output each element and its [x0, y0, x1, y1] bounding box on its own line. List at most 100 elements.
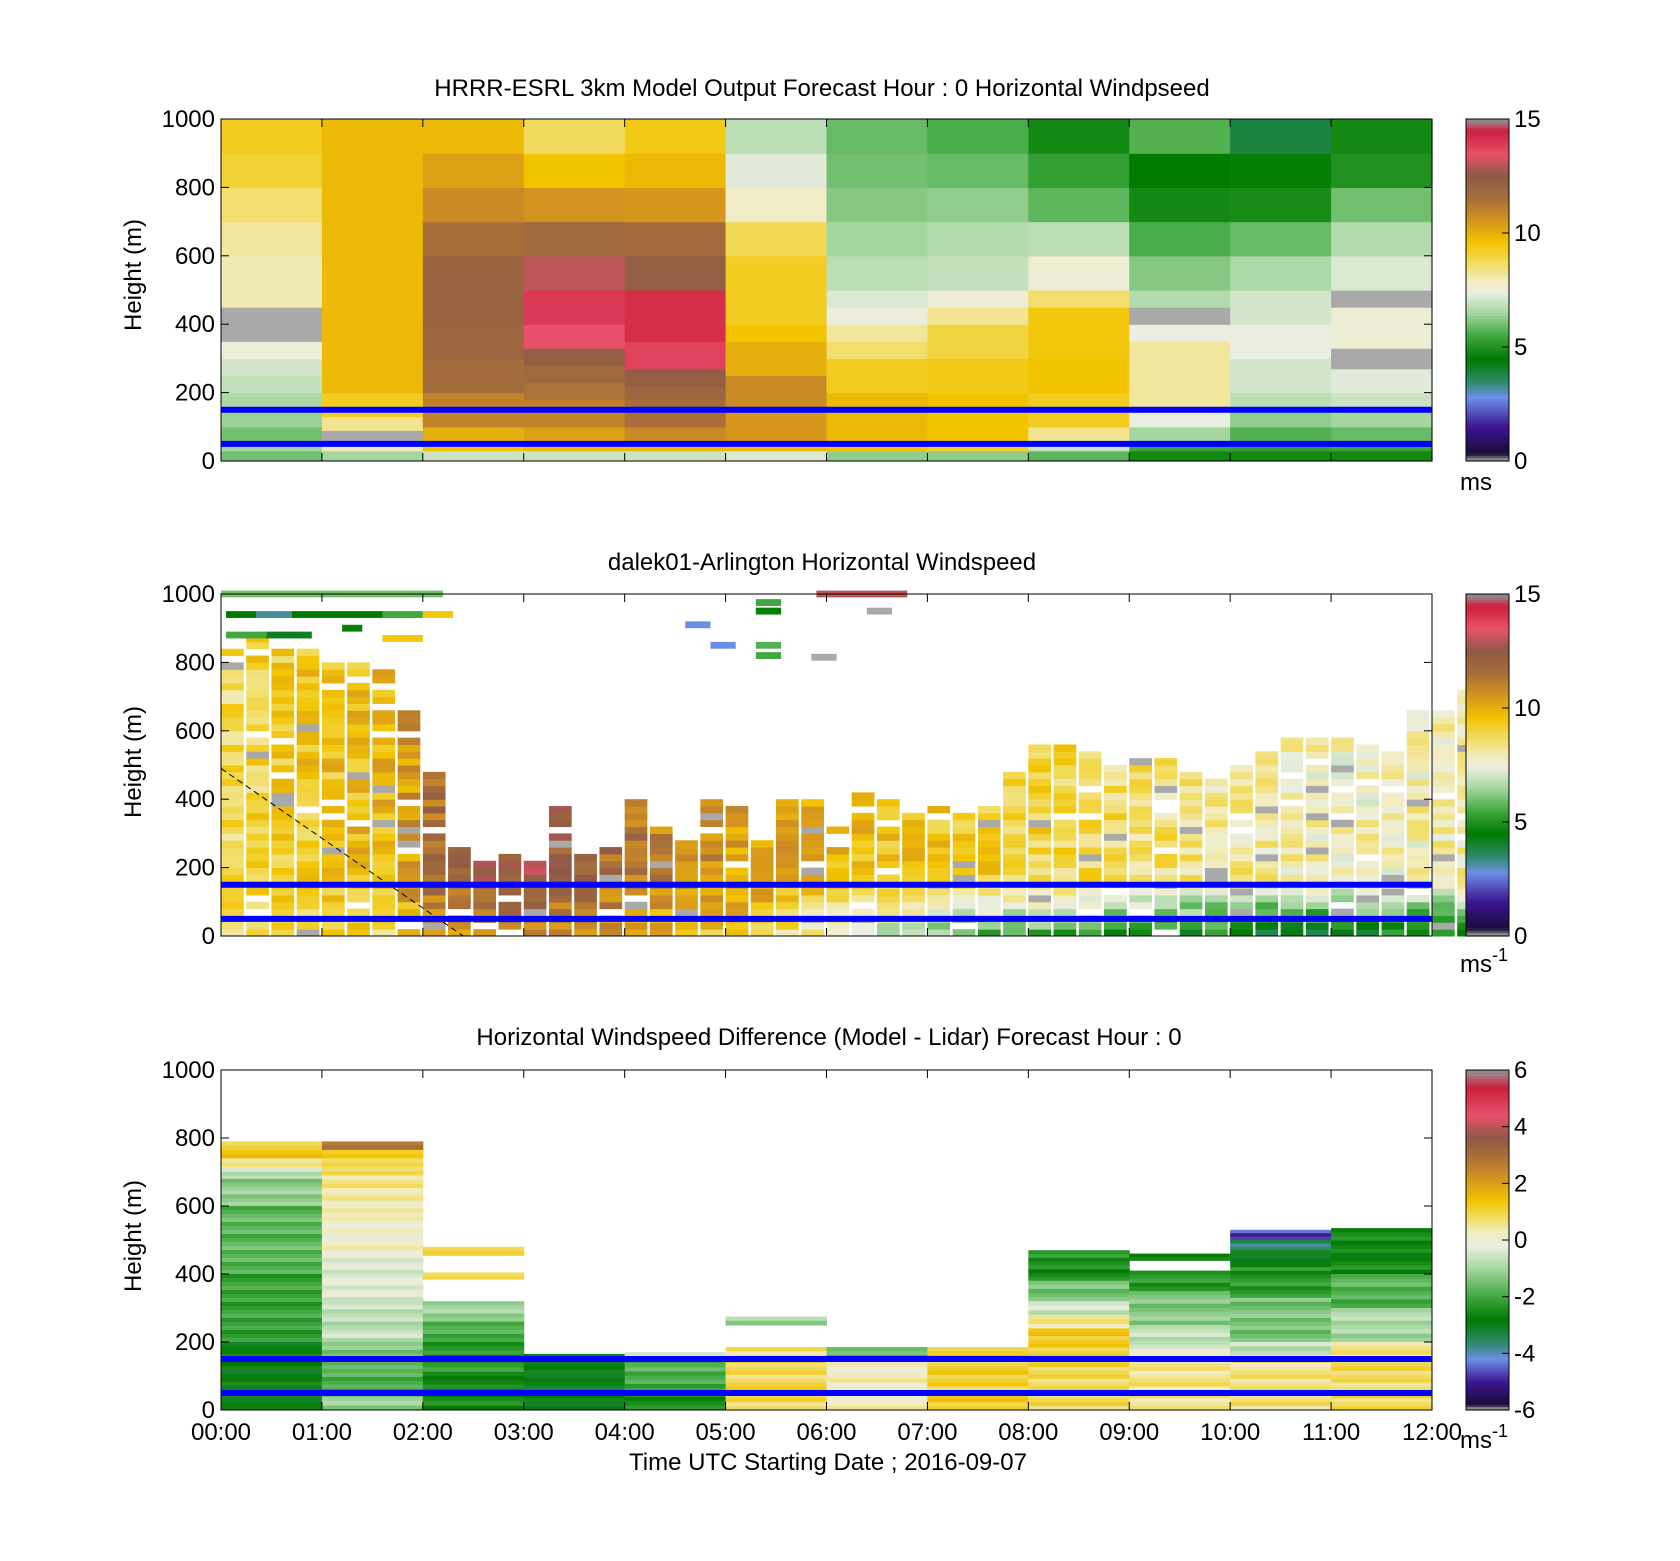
heatmap-cell [574, 853, 597, 862]
colorbar-swatch [1466, 702, 1509, 706]
y-tick-label: 200 [175, 1329, 215, 1356]
heatmap-cell [321, 901, 345, 910]
colorbar-swatch [1466, 756, 1509, 760]
heatmap-cell [372, 778, 396, 787]
colorbar-swatch [1466, 309, 1509, 314]
colorbar-swatch [1466, 605, 1509, 609]
heatmap-cell [1305, 812, 1329, 821]
heatmap-cell [826, 1394, 928, 1399]
heatmap-cell [1028, 922, 1052, 930]
heatmap-cell [826, 1406, 928, 1411]
heatmap-cell [1078, 867, 1102, 875]
heatmap-cell [700, 812, 724, 821]
y-tick-label: 1000 [162, 106, 215, 133]
heatmap-cell [246, 662, 269, 670]
heatmap-cell [1381, 826, 1405, 834]
heatmap-cell [548, 853, 572, 862]
heatmap-cell [1432, 888, 1455, 896]
heatmap-cell [422, 1342, 525, 1347]
heatmap-cell [448, 894, 471, 903]
colorbar-swatch [1466, 824, 1509, 829]
heatmap-cell [422, 792, 446, 800]
heatmap-cell [1331, 1362, 1433, 1368]
heatmap-cell [422, 771, 446, 780]
heatmap-cell [1331, 450, 1433, 462]
y-tick-label: 600 [175, 718, 215, 745]
colorbar-swatch [1466, 1313, 1509, 1318]
heatmap-cell [372, 894, 396, 903]
heatmap-cell [1356, 840, 1380, 848]
heatmap-cell [826, 908, 850, 916]
heatmap-cell [725, 901, 749, 910]
colorbar-swatch [1466, 278, 1509, 283]
heatmap-cell [1028, 1394, 1130, 1399]
heatmap-cell [1280, 901, 1304, 910]
heatmap-cell [1129, 1316, 1231, 1322]
colorbar-swatch [1466, 392, 1509, 397]
heatmap-cell [1078, 922, 1102, 930]
heatmap-cell [952, 812, 976, 821]
heatmap-cell [1104, 840, 1127, 848]
heatmap-cell [1028, 901, 1052, 910]
heatmap-cell [321, 1149, 424, 1155]
colorbar-swatch [1466, 884, 1509, 889]
heatmap-cell [347, 744, 370, 752]
heatmap-cell [271, 812, 295, 821]
heatmap-cell [1432, 806, 1455, 814]
colorbar-swatch [1466, 765, 1509, 769]
colorbar-swatch [1466, 645, 1509, 649]
heatmap-cell [1230, 255, 1332, 291]
panel-lidar-ylabel: Height (m) [120, 706, 147, 818]
heatmap-cell [473, 867, 496, 875]
heatmap-cell [246, 696, 269, 704]
heatmap-cell [321, 853, 345, 862]
heatmap-cell [321, 1305, 424, 1310]
heatmap-cell [1230, 1333, 1332, 1339]
heatmap-cell [422, 1384, 525, 1390]
heatmap-cell [851, 874, 875, 882]
heatmap-cell [321, 1141, 424, 1147]
heatmap-cell [321, 1380, 424, 1386]
heatmap-cell [1129, 901, 1152, 910]
panel-model-plot-area [221, 119, 1433, 462]
heatmap-cell [422, 785, 446, 793]
heatmap-cell [1129, 1382, 1231, 1387]
heatmap-cell [1432, 771, 1455, 780]
heatmap-cell [397, 826, 421, 834]
heatmap-cell [675, 922, 698, 930]
heatmap-cell [624, 1396, 727, 1402]
heatmap-cell [296, 860, 320, 869]
heatmap-cell [473, 860, 496, 869]
heatmap-cell [649, 908, 673, 916]
heatmap-cell [271, 758, 295, 766]
x-axis-label: Time UTC Starting Date ; 2016-09-07 [629, 1449, 1027, 1476]
heatmap-cell [1230, 324, 1332, 359]
heatmap-cell [826, 867, 850, 875]
heatmap-cell [321, 1265, 424, 1271]
heatmap-cell [1331, 1291, 1433, 1296]
colorbar-swatch [1466, 435, 1509, 439]
heatmap-cell [271, 648, 295, 657]
heatmap-cell [422, 1371, 525, 1377]
heatmap-cell [1204, 874, 1228, 882]
heatmap-cell [649, 901, 673, 910]
heatmap-cell [624, 819, 648, 828]
colorbar-swatch [1466, 1123, 1509, 1128]
heatmap-cell [321, 1171, 424, 1176]
heatmap-cell [221, 1374, 323, 1379]
heatmap-cell [221, 765, 244, 773]
heatmap-cell [952, 826, 976, 834]
colorbar-swatch [1466, 355, 1509, 359]
colorbar-swatch [1466, 1350, 1509, 1354]
heatmap-cell [1028, 860, 1052, 869]
heatmap-cell [523, 1369, 626, 1375]
colorbar-swatch [1466, 1078, 1509, 1082]
heatmap-cell [1230, 1313, 1332, 1319]
heatmap-cell [372, 819, 396, 828]
colorbar-swatch [1466, 207, 1509, 211]
heatmap-cell [1028, 1402, 1130, 1407]
heatmap-cell [977, 908, 1001, 916]
y-tick-label: 200 [175, 380, 215, 407]
heatmap-cell [422, 1317, 525, 1323]
